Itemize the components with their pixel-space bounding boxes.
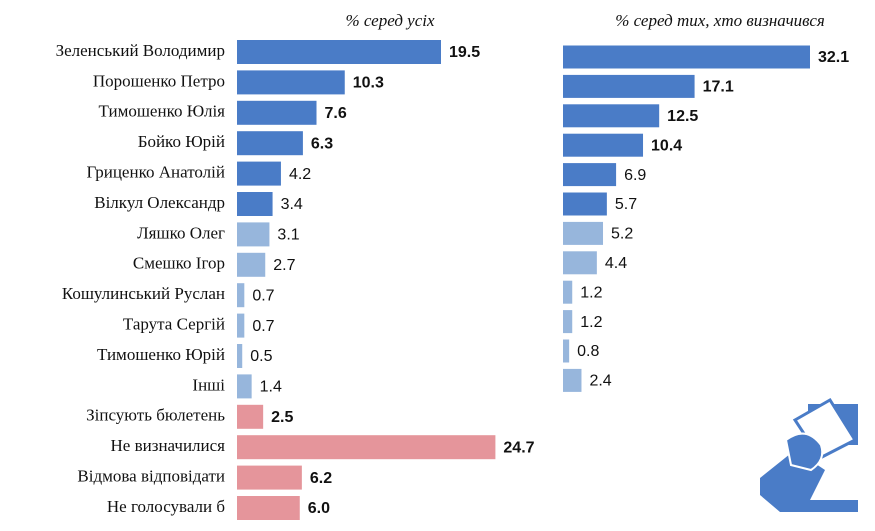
bar [563, 310, 573, 334]
bar [237, 100, 317, 125]
bar [563, 163, 617, 187]
chart-title: % серед усіх [345, 11, 435, 30]
category-label: Вілкул Олександр [94, 193, 225, 212]
bar [237, 131, 303, 156]
data-label: 5.7 [615, 196, 637, 213]
data-label: 1.2 [580, 314, 602, 331]
bar [237, 465, 302, 490]
bar [563, 192, 607, 216]
bar [237, 344, 243, 368]
bar [237, 313, 245, 338]
data-label: 32.1 [818, 49, 849, 66]
category-label: Зеленський Володимир [56, 41, 225, 60]
data-label: 7.6 [325, 105, 347, 122]
bar [237, 496, 300, 520]
data-label: 2.5 [271, 409, 293, 426]
bar [237, 435, 496, 460]
data-label: 24.7 [503, 439, 534, 456]
bar [563, 133, 644, 157]
bar [563, 45, 810, 69]
data-label: 12.5 [667, 108, 698, 125]
bar [237, 252, 266, 277]
data-label: 1.4 [260, 379, 282, 396]
data-label: 10.4 [651, 137, 682, 154]
data-label: 6.0 [308, 500, 330, 517]
category-label: Кошулинський Руслан [62, 284, 225, 303]
category-label: Гриценко Анатолій [86, 163, 225, 182]
data-label: 5.2 [611, 226, 633, 243]
bar [237, 70, 345, 95]
data-label: 0.7 [252, 287, 274, 304]
bar [563, 339, 570, 363]
bar [237, 40, 441, 64]
category-label: Не голосували б [107, 497, 225, 516]
data-label: 1.2 [580, 284, 602, 301]
bar [237, 161, 281, 186]
category-label: Тимошенко Юрій [97, 345, 225, 364]
bar [563, 368, 582, 392]
data-label: 6.3 [311, 135, 333, 152]
data-label: 17.1 [703, 79, 734, 96]
data-label: 6.2 [310, 470, 332, 487]
data-label: 3.1 [277, 227, 299, 244]
data-label: 0.5 [250, 348, 272, 365]
bar [563, 221, 604, 245]
data-label: 2.7 [273, 257, 295, 274]
category-label: Відмова відповідати [77, 467, 225, 486]
category-label: Тарута Сергій [123, 315, 225, 334]
ballot-icon [760, 397, 858, 512]
data-label: 2.4 [589, 373, 611, 390]
category-label: Порошенко Петро [93, 71, 225, 90]
bar [237, 404, 264, 429]
data-label: 0.8 [577, 343, 599, 360]
chart-title: % серед тих, хто визначився [615, 11, 825, 30]
data-label: 4.2 [289, 166, 311, 183]
data-label: 6.9 [624, 167, 646, 184]
bar [237, 192, 273, 216]
bar [563, 251, 597, 275]
category-label: Зіпсують бюлетень [86, 406, 225, 425]
bar [237, 374, 252, 399]
category-label: Ляшко Олег [137, 223, 225, 242]
data-label: 10.3 [353, 75, 384, 92]
data-label: 3.4 [281, 196, 303, 213]
category-label: Не визначилися [111, 436, 226, 455]
data-label: 0.7 [252, 318, 274, 335]
category-label: Смешко Ігор [133, 254, 225, 273]
bar [237, 222, 270, 247]
category-label: Тимошенко Юлія [99, 102, 226, 121]
data-label: 19.5 [449, 44, 480, 61]
data-label: 4.4 [605, 255, 627, 272]
bar [563, 104, 660, 128]
category-label: Інші [192, 375, 225, 394]
bar [237, 283, 245, 308]
bar [563, 280, 573, 304]
category-label: Бойко Юрій [138, 132, 225, 151]
bar [563, 74, 695, 98]
